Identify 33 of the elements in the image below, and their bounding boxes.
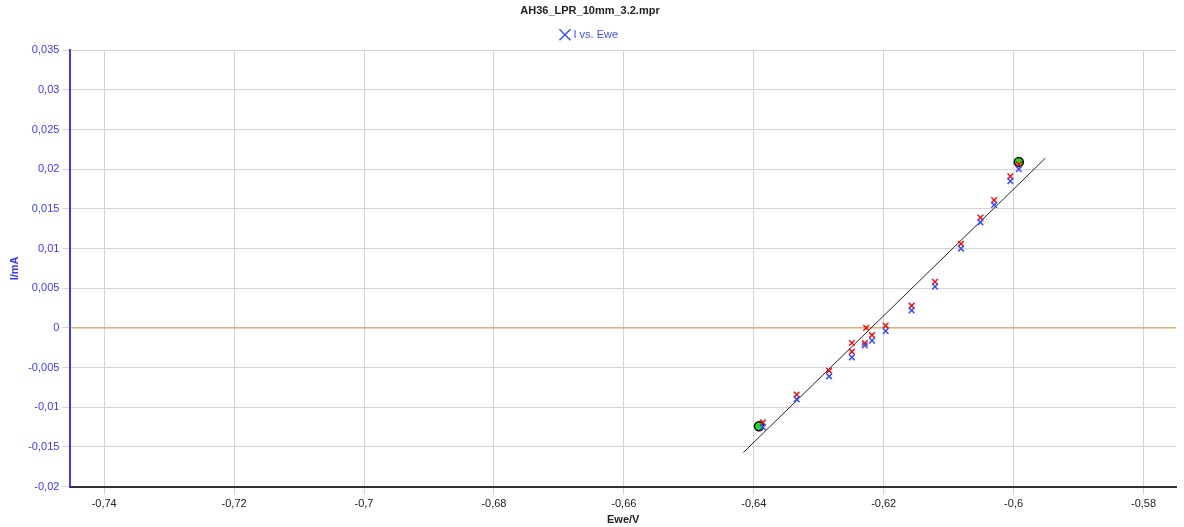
point [862,324,870,332]
point [868,331,876,339]
x-tick-label: -0,74 [91,497,117,510]
y-tick-label: 0,03 [37,82,60,95]
y-tick-label: -0,015 [28,439,60,452]
x-tick-label: -0,62 [871,497,897,510]
y-axis-title: I/mA [7,256,20,281]
point [793,395,801,403]
legend-label: I vs. Ewe [573,27,619,40]
point [868,337,876,345]
chart-title: AH36_LPR_10mm_3.2.mpr [520,3,661,16]
x-tick-label: -0,72 [221,497,247,510]
x-tick-label: -0,64 [741,497,767,510]
point [957,244,965,253]
y-tick-label: -0,01 [34,400,60,413]
y-tick-label: -0,02 [34,479,60,492]
x-tick-label: -0,58 [1130,497,1157,510]
x-tick-label: -0,68 [481,497,507,510]
x-tick-label: -0,66 [611,497,637,510]
x-tick-label: -0,6 [1004,497,1024,510]
point [931,283,939,291]
point [990,201,998,209]
y-tick-label: 0,015 [31,201,60,214]
y-tick-label: 0,01 [37,241,60,254]
y-tick-label: 0 [53,320,60,333]
y-tick-label: 0,02 [37,162,60,175]
y-tick-label: -0,005 [28,360,60,373]
x-tick-label: -0,7 [354,497,374,510]
y-tick-label: 0,025 [31,122,60,135]
y-tick-label: 0,035 [31,43,60,56]
point [1015,165,1023,173]
y-tick-label: 0,005 [31,281,60,294]
x-axis-title: Ewe/V [606,513,641,526]
